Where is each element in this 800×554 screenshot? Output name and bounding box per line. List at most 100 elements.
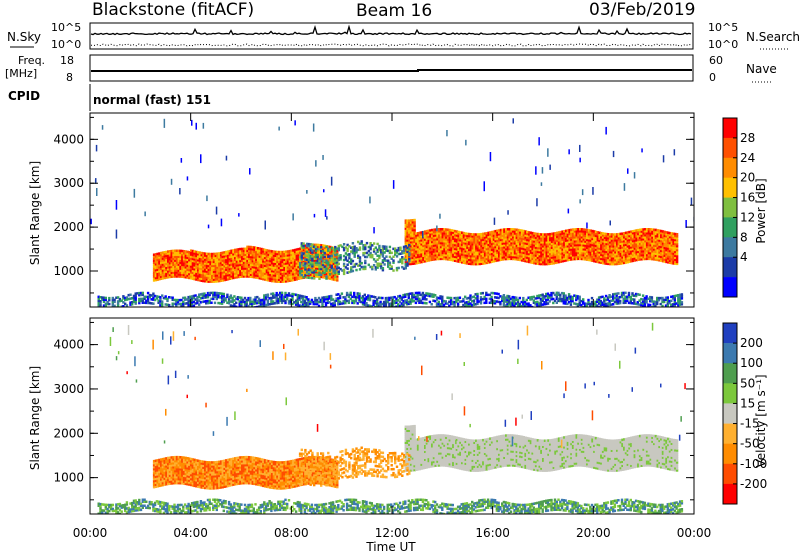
power-data-cell xyxy=(218,258,221,261)
power-data-cell xyxy=(166,299,169,303)
power-data-cell xyxy=(584,244,587,247)
power-data-cell xyxy=(626,260,629,264)
power-data-cell xyxy=(239,255,242,259)
power-data-cell xyxy=(522,247,525,251)
power-data-cell xyxy=(102,296,106,299)
power-data-cell xyxy=(223,261,226,264)
power-data-cell xyxy=(258,261,261,264)
power-data-cell xyxy=(487,241,490,244)
power-data-cell xyxy=(251,250,254,253)
power-data-cell xyxy=(501,240,504,243)
power-data-cell xyxy=(586,232,589,236)
power-data-cell xyxy=(536,248,540,252)
power-data-cell xyxy=(193,250,196,253)
power-data-cell xyxy=(623,236,626,239)
power-data-cell xyxy=(506,228,510,231)
power-data-cell xyxy=(631,259,635,263)
power-data-cell xyxy=(642,244,645,247)
power-data-cell xyxy=(263,248,267,252)
power-data-cell xyxy=(376,242,379,246)
power-data-cell xyxy=(235,254,239,257)
power-data-cell xyxy=(564,247,568,250)
power-data-cell xyxy=(184,264,187,267)
power-data-cell xyxy=(656,244,659,248)
power-data-cell xyxy=(286,273,290,277)
power-data-cell xyxy=(675,244,679,248)
power-data-cell xyxy=(531,243,534,247)
power-data-cell xyxy=(482,238,485,242)
power-data-cell xyxy=(262,250,265,253)
power-data-cell xyxy=(660,253,663,256)
power-data-cell xyxy=(237,256,240,259)
power-data-cell xyxy=(441,251,444,255)
power-data-cell xyxy=(305,264,309,267)
power-data-cell xyxy=(228,277,232,280)
power-data-cell xyxy=(654,228,658,232)
power-data-cell xyxy=(342,264,346,268)
power-data-cell xyxy=(288,271,291,275)
power-data-cell xyxy=(276,256,279,260)
power-data-cell xyxy=(220,292,224,295)
power-data-cell xyxy=(628,248,631,252)
power-data-cell xyxy=(633,259,636,262)
power-data-cell xyxy=(321,249,325,253)
power-data-cell xyxy=(170,267,173,271)
power-data-cell xyxy=(298,263,302,267)
power-data-cell xyxy=(219,261,223,265)
power-data-cell xyxy=(570,252,573,255)
power-data-cell xyxy=(508,230,511,233)
power-data-cell xyxy=(362,253,365,257)
power-data-cell xyxy=(600,245,603,249)
power-data-cell xyxy=(228,259,232,263)
power-data-cell xyxy=(154,255,158,258)
power-data-cell xyxy=(188,274,191,278)
power-data-cell xyxy=(379,262,383,266)
power-data-cell xyxy=(559,238,562,242)
power-data-cell xyxy=(589,249,592,252)
power-data-cell xyxy=(226,301,229,304)
power-data-cell xyxy=(323,244,327,248)
power-data-cell xyxy=(197,255,200,258)
power-data-cell xyxy=(570,254,573,257)
power-data-cell xyxy=(483,234,487,237)
power-data-cell xyxy=(656,246,659,250)
power-data-cell xyxy=(434,230,437,233)
power-data-cell xyxy=(241,251,244,255)
power-data-cell xyxy=(672,262,675,265)
power-data-cell xyxy=(300,264,304,268)
power-data-cell xyxy=(316,243,320,247)
power-data-cell xyxy=(441,235,444,239)
power-data-cell xyxy=(431,244,434,248)
power-data-cell xyxy=(561,250,564,253)
power-data-cell xyxy=(381,261,385,264)
power-data-cell xyxy=(190,303,194,306)
power-data-cell xyxy=(462,241,466,245)
power-data-cell xyxy=(179,265,182,268)
power-data-cell xyxy=(255,254,258,258)
power-data-cell xyxy=(181,271,184,274)
power-data-cell xyxy=(136,292,139,295)
power-data-cell xyxy=(663,234,666,238)
power-data-cell xyxy=(520,243,524,246)
power-data-cell xyxy=(427,229,430,232)
power-data-cell xyxy=(255,256,258,259)
power-data-cell xyxy=(667,257,670,260)
power-data-cell xyxy=(237,248,240,251)
power-data-cell xyxy=(272,260,276,263)
power-data-cell xyxy=(593,232,596,235)
power-data-cell xyxy=(154,278,158,282)
power-data-cell xyxy=(408,219,411,222)
power-data-cell xyxy=(181,265,184,269)
power-data-cell xyxy=(336,279,339,282)
power-data-cell xyxy=(610,247,614,250)
power-data-cell xyxy=(311,255,314,258)
power-data-cell xyxy=(411,252,414,256)
power-data-cell xyxy=(453,247,457,251)
power-data-cell xyxy=(617,246,621,250)
power-data-cell xyxy=(418,241,422,244)
power-data-cell xyxy=(234,258,237,262)
power-data-cell xyxy=(253,266,256,269)
power-data-cell xyxy=(429,246,432,250)
power-data-cell xyxy=(274,268,277,271)
power-data-cell xyxy=(167,274,170,277)
